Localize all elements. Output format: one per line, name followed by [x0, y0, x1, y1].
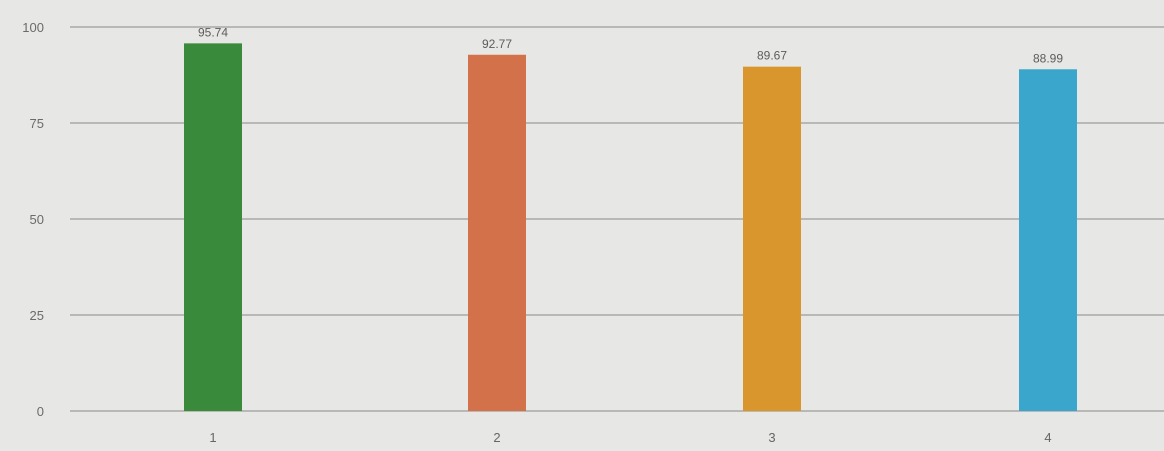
- data-label: 88.99: [1033, 51, 1063, 65]
- y-tick-label: 100: [22, 20, 44, 35]
- data-label: 89.67: [757, 49, 787, 63]
- bar: [468, 54, 526, 412]
- bar: [184, 43, 242, 411]
- bar: [743, 66, 801, 411]
- data-label: 95.74: [198, 25, 228, 39]
- y-tick-label: 50: [30, 212, 44, 227]
- x-tick-label: 3: [768, 430, 775, 445]
- y-tick-label: 75: [30, 116, 44, 131]
- x-tick-label: 4: [1044, 430, 1051, 445]
- y-tick-label: 25: [30, 308, 44, 323]
- data-label: 92.77: [482, 37, 512, 51]
- bar: [1019, 69, 1077, 412]
- y-tick-label: 0: [37, 404, 44, 419]
- x-tick-label: 2: [493, 430, 500, 445]
- x-tick-label: 1: [209, 430, 216, 445]
